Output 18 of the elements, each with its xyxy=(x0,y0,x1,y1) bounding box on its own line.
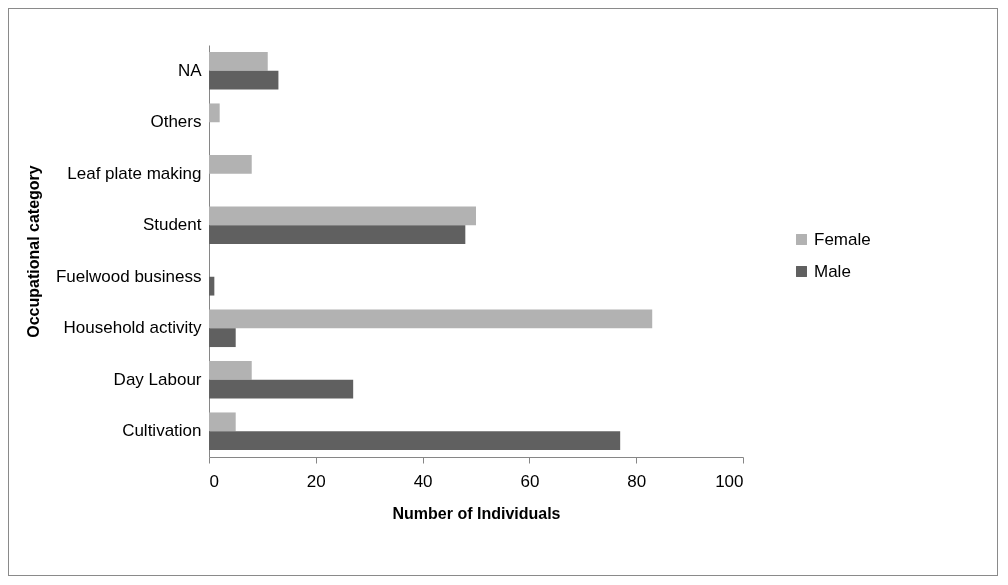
y-tick-label: Leaf plate making xyxy=(67,163,202,183)
x-axis-title: Number of Individuals xyxy=(392,504,561,522)
x-tick-label: 60 xyxy=(520,471,540,491)
y-tick-label: Others xyxy=(150,112,202,132)
y-tick-label: Household activity xyxy=(63,318,202,338)
y-tick-label: Cultivation xyxy=(122,421,202,441)
x-tick-label: 100 xyxy=(715,471,744,491)
y-tick-label: Fuelwood business xyxy=(55,266,202,286)
y-tick-label: Student xyxy=(142,215,202,235)
x-tick-label: 20 xyxy=(306,471,326,491)
y-tick-label: NA xyxy=(177,60,203,80)
legend-label: Male xyxy=(814,261,851,281)
y-tick-label: Day Labour xyxy=(113,369,202,389)
legend-label: Female xyxy=(814,229,871,249)
y-axis-title: Occupational category xyxy=(24,165,42,338)
x-tick-label: 0 xyxy=(209,471,219,491)
x-tick-label: 40 xyxy=(413,471,433,491)
x-tick-label: 80 xyxy=(627,471,647,491)
